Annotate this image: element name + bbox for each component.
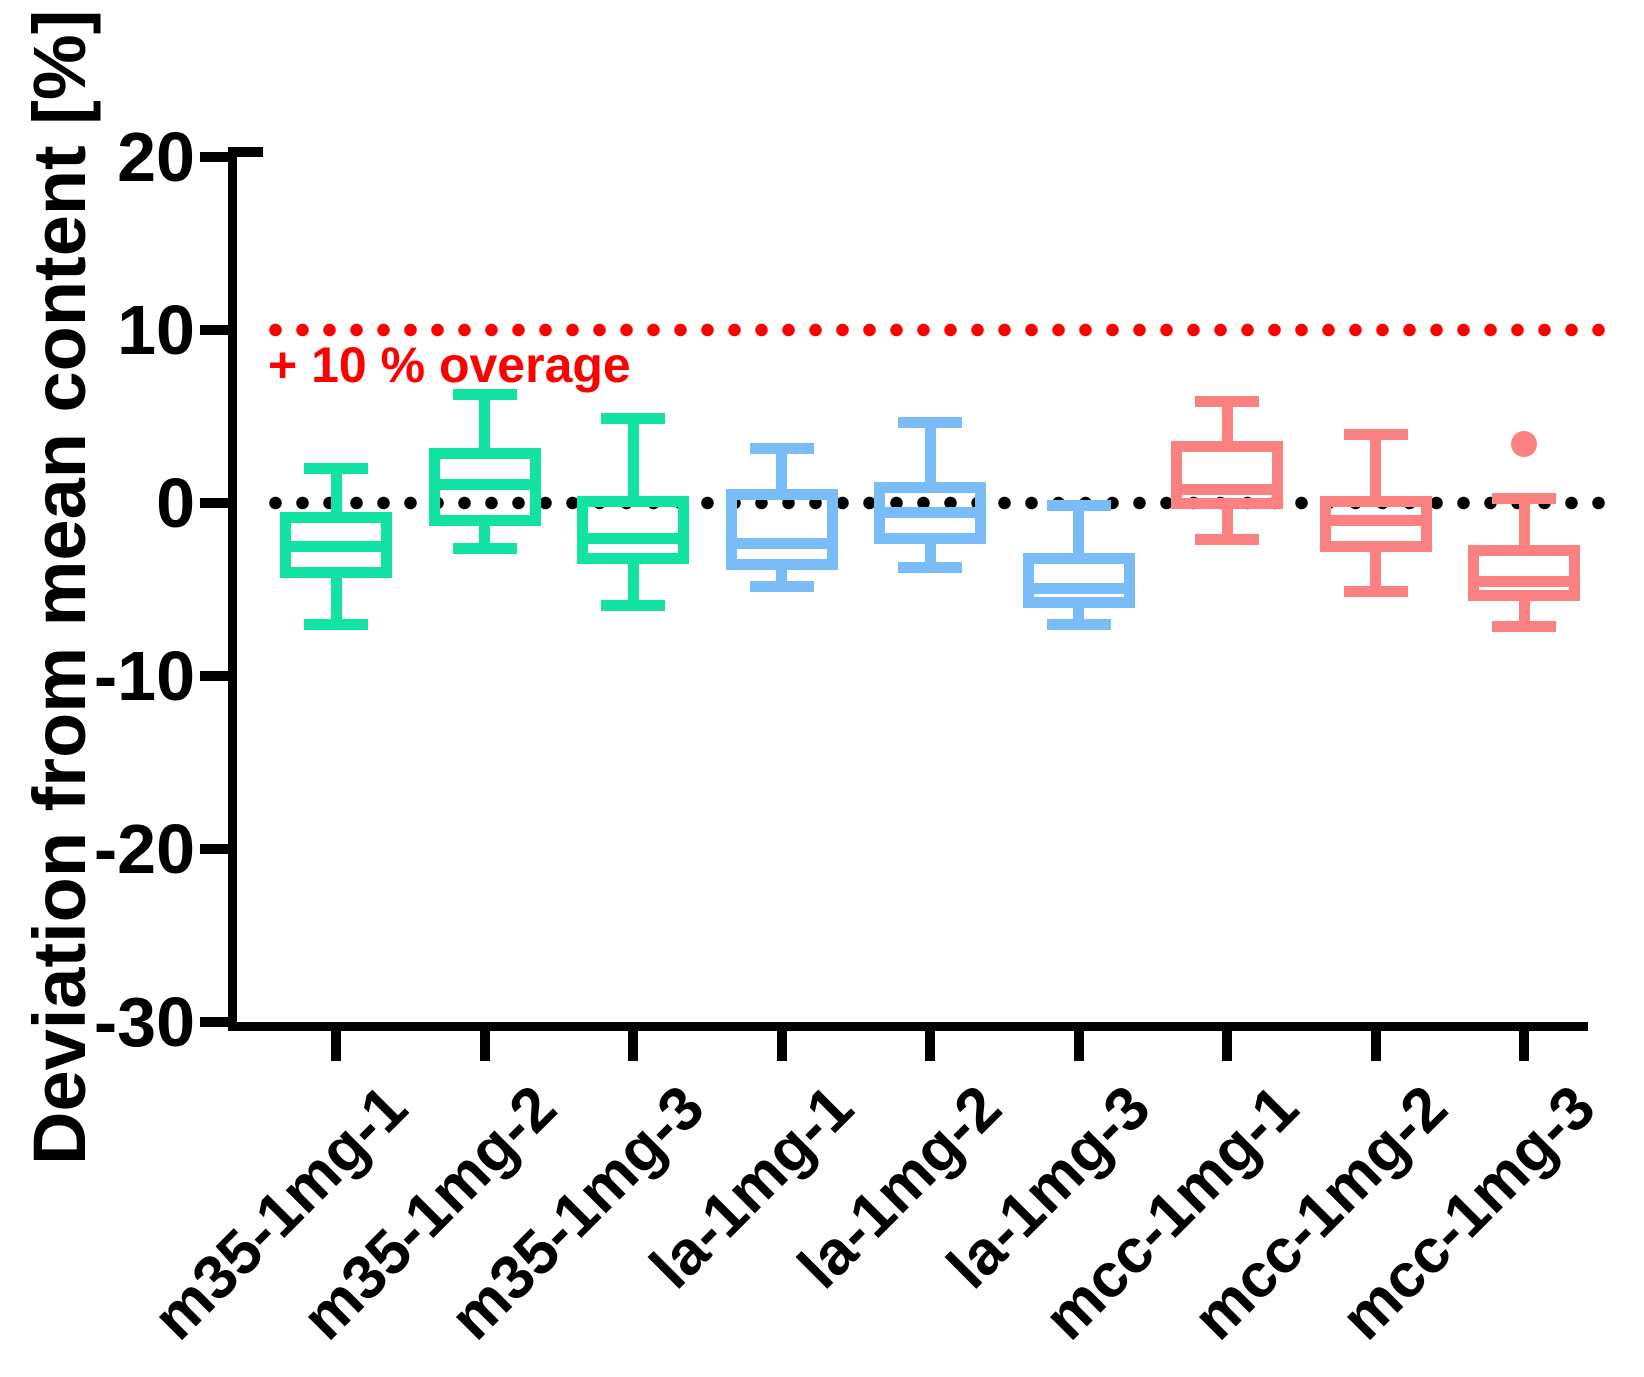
y-tick-label-10: 10 [117,291,195,369]
whisker-low-cap [1047,619,1111,630]
whisker-low-line [331,572,342,624]
y-tick-10 [200,325,228,335]
y-axis-line [228,147,237,1031]
overage-annotation: + 10 % overage [268,337,631,393]
box-mcc-1mg-1 [1171,441,1283,509]
whisker-high-cap [453,389,517,400]
whisker-low-cap [1195,534,1259,545]
whisker-low-line [1370,546,1381,591]
whisker-high-line [1222,401,1233,446]
median-line [280,541,392,552]
whisker-high-cap [1047,500,1111,511]
y-tick-20 [200,152,228,162]
median-line [726,538,838,549]
median-line [1023,583,1135,594]
y-tick--10 [200,671,228,681]
x-tick-m35-1mg-2 [480,1031,490,1061]
whisker-low-line [925,538,936,567]
whisker-low-line [1073,602,1084,624]
whisker-low-cap [601,600,665,611]
whisker-high-cap [750,443,814,454]
whisker-low-cap [1492,621,1556,632]
whisker-high-line [331,468,342,517]
y-tick-label--20: -20 [93,810,195,888]
whisker-low-cap [750,581,814,592]
whisker-high-cap [898,417,962,428]
whisker-high-cap [304,463,368,474]
y-axis-top-stub [237,147,263,157]
x-tick-la-1mg-2 [925,1031,935,1061]
whisker-high-cap [1195,396,1259,407]
whisker-low-line [1519,595,1530,626]
whisker-low-line [1222,503,1233,539]
median-line [1468,576,1580,587]
box-mcc-1mg-3 [1468,545,1580,601]
whisker-high-line [1073,505,1084,558]
median-line [874,507,986,518]
whisker-low-line [479,520,490,548]
median-line [1171,484,1283,495]
y-tick-label--30: -30 [93,983,195,1061]
x-tick-m35-1mg-1 [331,1031,341,1061]
whisker-high-line [628,418,639,501]
y-tick-label-20: 20 [117,118,195,196]
x-tick-mcc-1mg-1 [1222,1031,1232,1061]
whisker-high-line [1519,498,1530,550]
median-line [429,479,541,490]
whisker-low-cap [304,619,368,630]
overage-limit-line [262,323,1608,337]
y-tick--20 [200,844,228,854]
whisker-high-line [925,422,936,487]
whisker-low-line [628,558,639,605]
whisker-low-cap [453,543,517,554]
whisker-high-cap [601,413,665,424]
x-tick-la-1mg-3 [1074,1031,1084,1061]
x-axis-line [228,1022,1588,1031]
y-tick-label-0: 0 [156,464,195,542]
whisker-low-line [776,564,787,586]
box-m35-1mg-3 [577,496,689,564]
outlier-point [1511,431,1537,457]
x-tick-mcc-1mg-3 [1519,1031,1529,1061]
y-tick-label--10: -10 [93,637,195,715]
whisker-low-cap [898,562,962,573]
whisker-high-cap [1492,493,1556,504]
x-tick-la-1mg-1 [777,1031,787,1061]
median-line [1320,515,1432,526]
x-tick-mcc-1mg-2 [1371,1031,1381,1061]
whisker-low-cap [1344,586,1408,597]
whisker-high-line [776,448,787,494]
whisker-high-line [479,394,490,453]
y-tick--30 [200,1017,228,1027]
x-tick-m35-1mg-3 [628,1031,638,1061]
y-tick-0 [200,498,228,508]
whisker-high-cap [1344,429,1408,440]
box-la-1mg-3 [1023,553,1135,608]
whisker-high-line [1370,434,1381,501]
median-line [577,533,689,544]
box-la-1mg-1 [726,489,838,570]
